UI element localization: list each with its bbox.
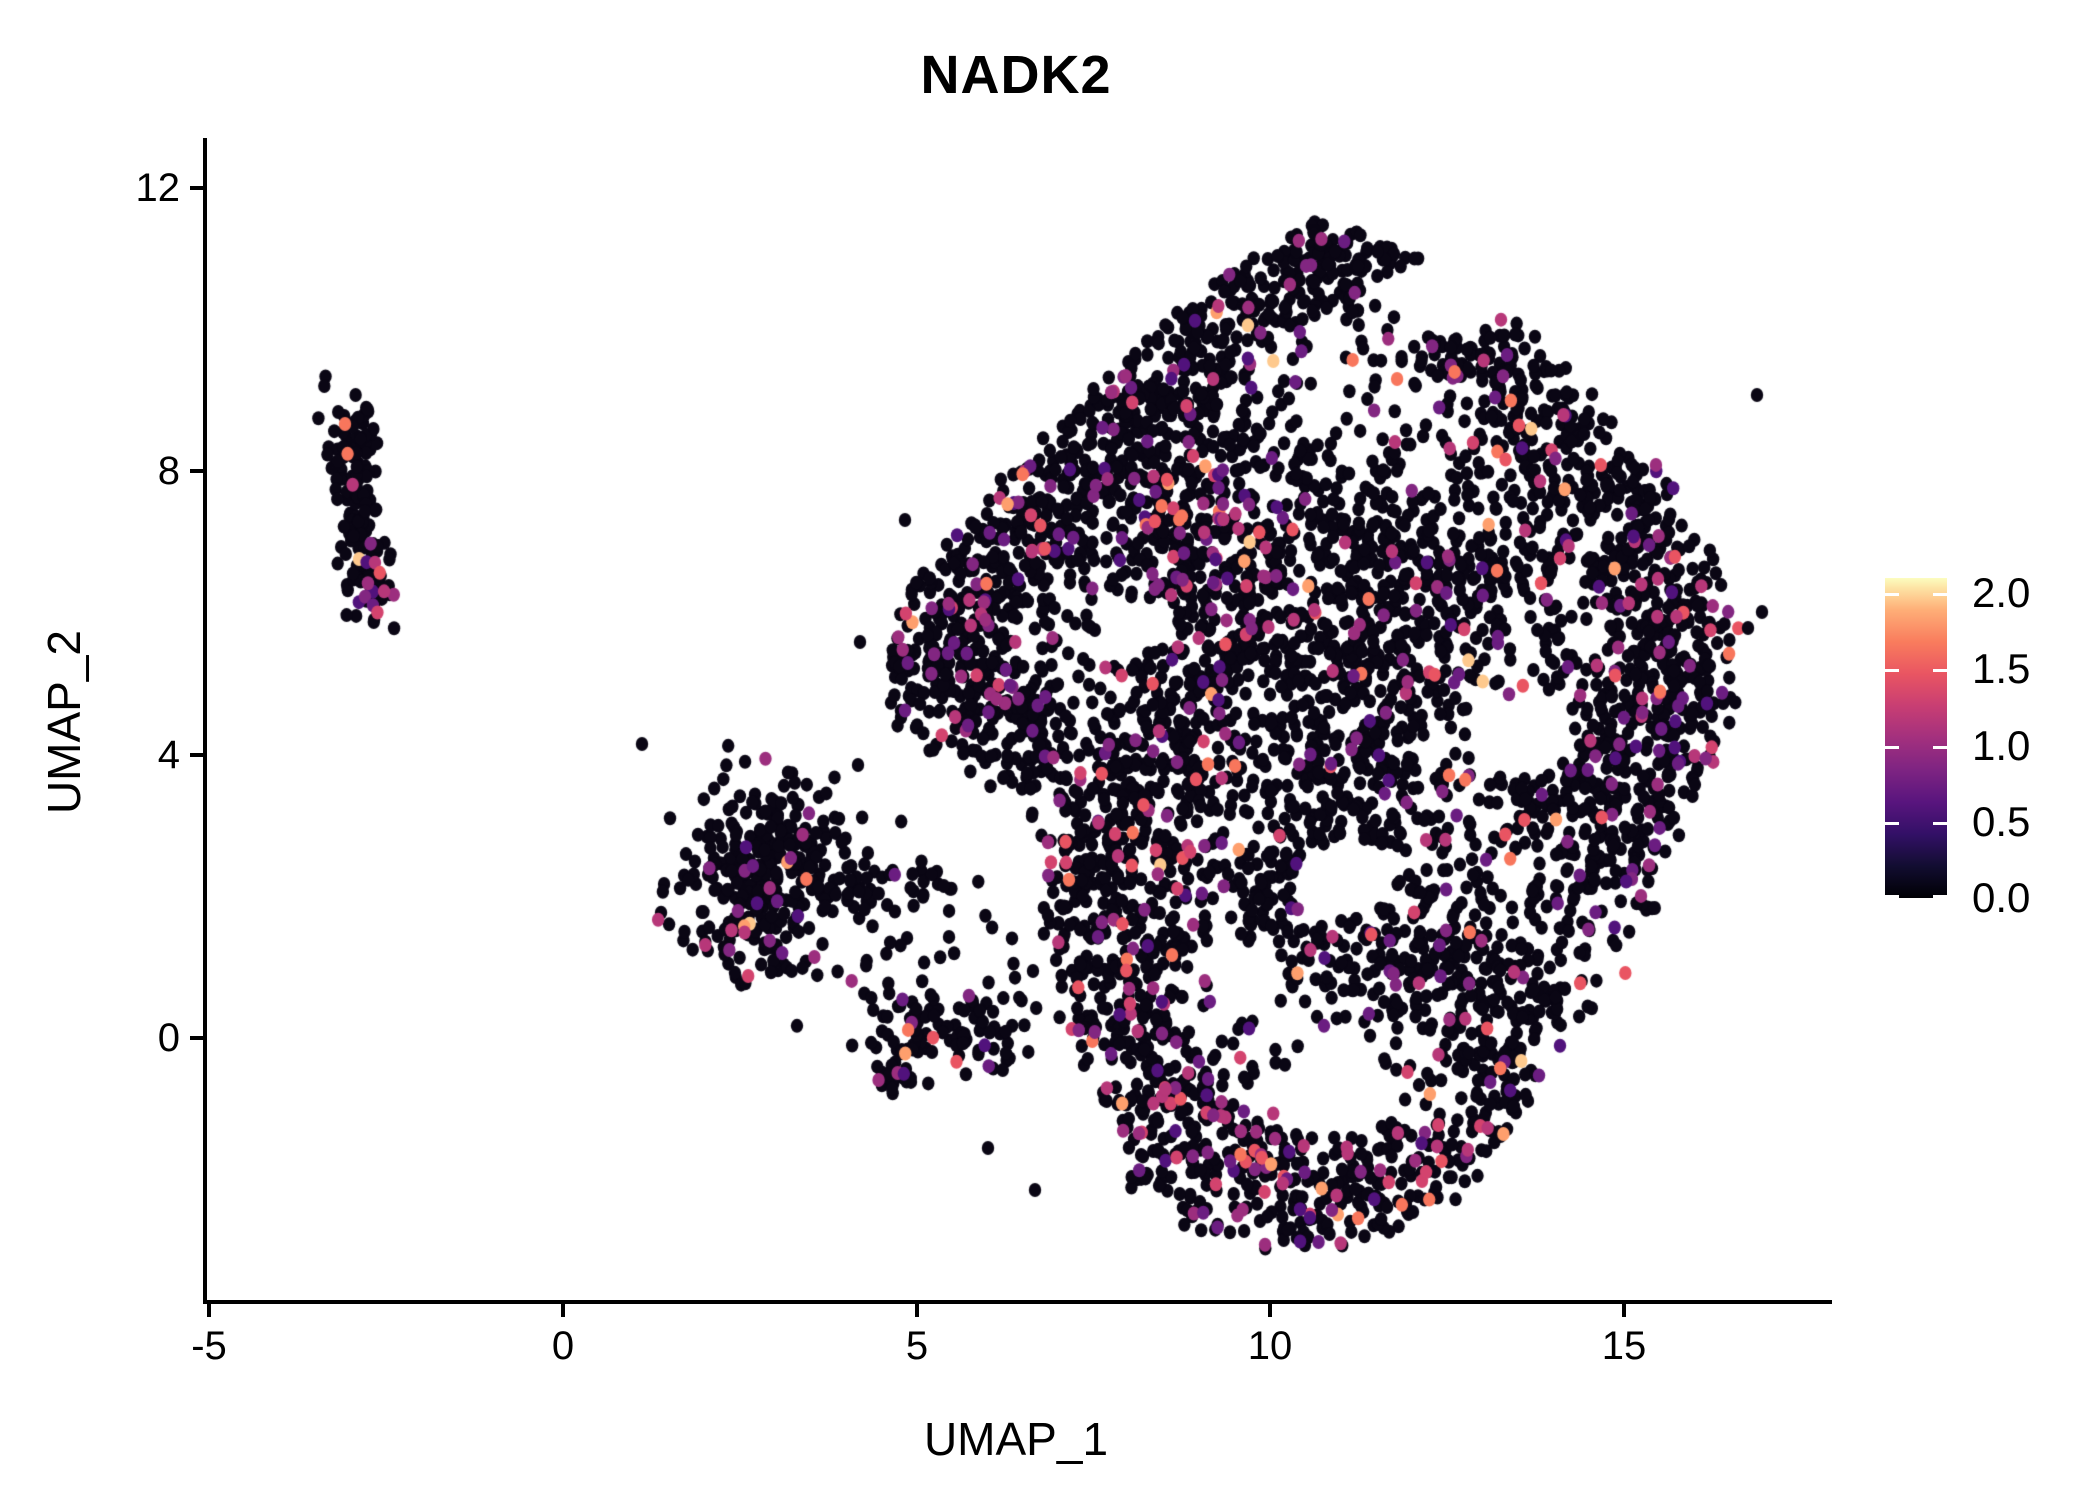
- colorbar-tick-label: 1.5: [1972, 645, 2031, 693]
- x-tick-mark: [915, 1304, 919, 1317]
- colorbar-tick-mark: [1885, 821, 1899, 825]
- x-tick-label: 15: [1601, 1324, 1647, 1368]
- colorbar-tick-label: 0.5: [1972, 797, 2031, 845]
- colorbar-tick-mark: [1885, 895, 1899, 898]
- x-tick-label: -5: [191, 1324, 227, 1368]
- colorbar-tick-mark: [1933, 821, 1947, 825]
- y-tick-label: 12: [135, 166, 181, 210]
- y-axis-title: UMAP_2: [38, 629, 90, 815]
- page-title: NADK2: [920, 45, 1112, 105]
- x-tick-mark: [1622, 1304, 1626, 1317]
- y-axis-line: [203, 138, 207, 1304]
- colorbar-tick-mark: [1885, 593, 1899, 597]
- x-axis-line: [203, 1300, 1832, 1304]
- colorbar-gradient: [1885, 578, 1947, 898]
- y-tick-mark: [190, 753, 203, 757]
- colorbar-tick-label: 2.0: [1972, 569, 2031, 617]
- x-axis-title: UMAP_1: [923, 1413, 1109, 1465]
- x-tick-label: 10: [1247, 1324, 1293, 1368]
- colorbar-tick-mark: [1933, 669, 1947, 673]
- colorbar-tick-mark: [1933, 745, 1947, 749]
- y-tick-mark: [190, 1036, 203, 1040]
- x-tick-mark: [1268, 1304, 1272, 1317]
- colorbar-tick-label: 1.0: [1972, 721, 2031, 769]
- colorbar-tick-mark: [1933, 895, 1947, 898]
- y-tick-label: 0: [157, 1016, 180, 1060]
- y-tick-label: 8: [157, 449, 180, 493]
- x-tick-mark: [207, 1304, 211, 1317]
- colorbar-tick-mark: [1885, 745, 1899, 749]
- colorbar-tick-label: 0.0: [1972, 874, 2031, 921]
- y-tick-mark: [190, 186, 203, 190]
- colorbar-tick-mark: [1885, 669, 1899, 673]
- x-tick-label: 0: [551, 1324, 575, 1368]
- y-tick-label: 4: [157, 733, 180, 777]
- colorbar-tick-mark: [1933, 593, 1947, 597]
- x-tick-label: 5: [905, 1324, 929, 1368]
- x-tick-mark: [561, 1304, 565, 1317]
- y-tick-mark: [190, 469, 203, 473]
